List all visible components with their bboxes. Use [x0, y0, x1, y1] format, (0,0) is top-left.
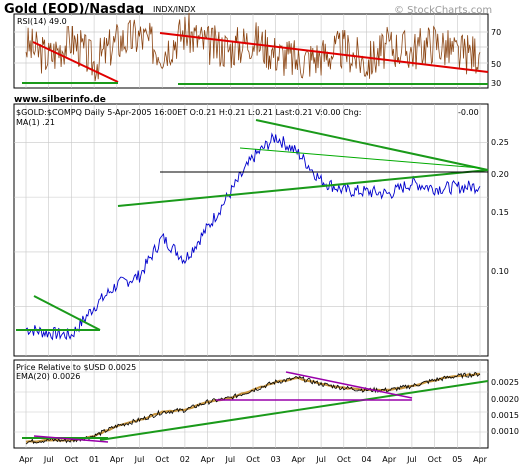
- price-grid: [14, 104, 488, 356]
- x-tick-label: Jul: [134, 455, 145, 464]
- rel-purple-trend-2000: [33, 435, 109, 443]
- rel-tick-0025: 0.0025: [491, 378, 519, 387]
- rsi-red-trend-1: [32, 41, 119, 83]
- relative-legend: Price Relative to $USD 0.0025: [16, 363, 136, 372]
- price-tick-025: 0.25: [491, 138, 509, 147]
- x-tick-label: Apr: [19, 455, 34, 464]
- x-tick-label: 03: [271, 455, 281, 464]
- rel-tick-0020: 0.0020: [491, 395, 519, 404]
- rsi-tick-30: 30: [491, 79, 501, 88]
- price-panel: $GOLD:$COMPQ Daily 5-Apr-2005 16:00ET O:…: [13, 103, 509, 357]
- rsi-series-line: [25, 12, 481, 82]
- x-tick-label: Jul: [315, 455, 326, 464]
- price-green-resistance: [255, 119, 489, 171]
- website-label: www.silberinfo.de: [14, 95, 106, 105]
- ema-legend: EMA(20) 0.0026: [16, 372, 80, 381]
- x-tick-label: Apr: [201, 455, 216, 464]
- x-tick-label: Jul: [43, 455, 54, 464]
- price-series-line: [25, 132, 481, 341]
- x-tick-label: 05: [452, 455, 462, 464]
- price-green-wedge-2000: [33, 295, 101, 331]
- rel-green-support: [99, 380, 489, 441]
- x-tick-label: 02: [180, 455, 190, 464]
- price-tick-015: 0.15: [491, 208, 509, 217]
- x-tick-label: Apr: [291, 455, 306, 464]
- rel-tick-0015: 0.0015: [491, 411, 519, 420]
- x-tick-label: 01: [89, 455, 99, 464]
- x-tick-label: Apr: [473, 455, 488, 464]
- x-tick-label: Apr: [382, 455, 397, 464]
- relative-panel-frame: [13, 359, 489, 449]
- price-thin-green-line: [239, 147, 481, 169]
- relative-series-line: [25, 371, 481, 445]
- x-tick-label: Oct: [428, 455, 442, 464]
- price-change-value: -0.00: [458, 108, 479, 117]
- x-tick-label: 04: [361, 455, 371, 464]
- rsi-tick-70: 70: [491, 28, 501, 37]
- x-axis-labels: Apr Jul Oct 01 Apr Jul Oct 02 Apr Jul Oct 03 Apr Jul O…: [19, 455, 488, 464]
- x-tick-label: Jul: [224, 455, 235, 464]
- ma-legend: MA(1) .21: [16, 118, 55, 127]
- x-tick-label: Oct: [64, 455, 78, 464]
- relative-panel: Price Relative to $USD 0.0025 EMA(20) 0.…: [13, 359, 519, 449]
- rsi-panel-frame: [13, 13, 489, 89]
- price-tick-010: 0.10: [491, 267, 509, 276]
- relative-ema-line: [25, 372, 480, 443]
- x-tick-label: Jul: [406, 455, 417, 464]
- price-panel-frame: [13, 103, 489, 357]
- x-tick-label: Oct: [246, 455, 260, 464]
- x-tick-label: Apr: [110, 455, 125, 464]
- rsi-panel: RSI(14) 49.0 70 50 30: [13, 12, 501, 89]
- price-tick-020: 0.20: [491, 170, 509, 179]
- rsi-legend: RSI(14) 49.0: [17, 17, 67, 26]
- price-green-support: [117, 169, 489, 207]
- rsi-red-trend-2: [159, 32, 489, 73]
- rel-purple-resistance: [285, 371, 413, 399]
- x-tick-label: Oct: [337, 455, 351, 464]
- chart-title: Gold (EOD)/Nasdaq: [4, 2, 144, 17]
- rel-tick-0010: 0.0010: [491, 427, 519, 436]
- x-tick-label: Oct: [155, 455, 169, 464]
- price-legend: $GOLD:$COMPQ Daily 5-Apr-2005 16:00ET O:…: [16, 108, 361, 117]
- exchange-label: INDX/INDX: [153, 5, 196, 14]
- rsi-tick-50: 50: [491, 60, 501, 69]
- watermark: © StockCharts.com: [394, 5, 492, 16]
- rsi-legend-bg: [16, 16, 76, 26]
